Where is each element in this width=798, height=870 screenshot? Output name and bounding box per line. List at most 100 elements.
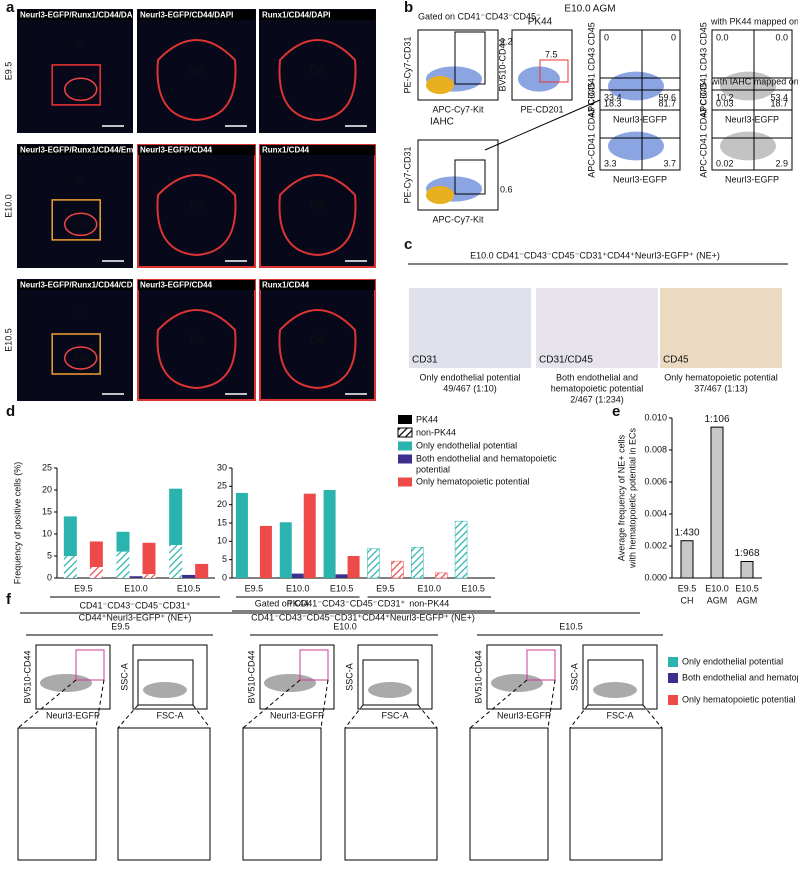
quadrant-value: 18.3 <box>604 98 622 108</box>
x-axis-label: FSC-A <box>382 710 409 720</box>
micrograph <box>17 279 133 401</box>
bar <box>291 573 304 578</box>
quadrant-value: 10.2 <box>716 92 734 102</box>
image-header: Neurl3-EGFP/CD44 <box>140 146 213 155</box>
gate-label: Gated on CD41⁻CD43⁻CD45⁻ <box>418 11 541 21</box>
group-label: CD41⁻CD43⁻CD45⁻CD31⁺CD44⁺Neurl3-EGFP⁺ (N… <box>251 612 475 622</box>
caption: Only hematopoietic potential <box>664 372 778 382</box>
caption: hematopoietic potential <box>551 383 644 393</box>
header-bar <box>138 280 255 290</box>
bar <box>411 546 424 579</box>
x-tick-label: E10.0 <box>124 583 148 593</box>
region-label: DA <box>311 335 325 346</box>
zoom-frame <box>17 727 97 861</box>
y-tick-label: 5 <box>222 554 227 564</box>
quadrant-value: 3.7 <box>663 158 676 168</box>
plot-frame <box>35 644 111 710</box>
stage-label: E9.5 <box>111 621 130 631</box>
y-tick-label: 10 <box>217 536 227 546</box>
bar-pk44 <box>116 531 130 552</box>
zoom-lines <box>469 679 663 729</box>
plot-frame <box>711 89 793 171</box>
region-label: DA <box>75 219 89 230</box>
plot-title: PK44 <box>528 17 553 28</box>
zoom-lines <box>17 679 211 729</box>
x-tick-label: E10.0 <box>705 583 729 593</box>
region-label: DA <box>75 84 89 95</box>
x-tick-label: E10.5 <box>735 583 759 593</box>
bar-non-pk44 <box>142 574 156 578</box>
y-tick-label: 5 <box>47 550 52 560</box>
aorta-outline <box>63 212 98 237</box>
gate <box>362 659 419 706</box>
x-axis-label: Neurl3-EGFP <box>46 710 100 720</box>
y-axis-label: BV510-CD44 <box>246 650 256 703</box>
quadrant-value: 0.0 <box>716 32 729 42</box>
region-label: nt <box>75 39 84 50</box>
cell-cloud <box>608 71 664 101</box>
legend-swatch <box>398 477 412 487</box>
aorta-outline <box>278 174 357 257</box>
quadrant-value: 0.03 <box>716 98 734 108</box>
zoom-box <box>51 199 101 241</box>
legend-label: non-PK44 <box>416 427 456 437</box>
header-bar <box>18 10 132 20</box>
group-label: CD41⁻CD43⁻CD45⁻CD31⁺ <box>79 600 190 610</box>
connector <box>484 99 601 151</box>
group-label: CD44⁺Neurl3-EGFP⁺ (NE+) <box>79 612 192 622</box>
y-tick-label: 20 <box>217 499 227 509</box>
cell-cloud <box>518 66 560 92</box>
cell-cloud <box>264 674 316 692</box>
zoom-frame <box>469 727 549 861</box>
y-axis-label: Frequency of positive cells (%) <box>12 462 22 585</box>
y-axis-label: SSC-A <box>344 663 354 691</box>
panel-label: d <box>6 403 15 420</box>
y-tick-label: 15 <box>42 506 52 516</box>
y-axis-label: PE-Cy7-CD31 <box>402 146 412 203</box>
bar <box>323 490 336 578</box>
cell-cloud <box>491 674 543 692</box>
legend-label: Only hematopoietic potential <box>682 694 796 704</box>
header-bar <box>138 145 255 155</box>
y-axis-label: APC-CD41 CD43 CD45 <box>698 22 708 118</box>
gate-value: 2.2 <box>500 36 513 46</box>
image-header: Neurl3-EGFP/CD44 <box>140 281 213 290</box>
bar-pk44 <box>142 542 156 575</box>
image-header: Neurl3-EGFP/Runx1/CD44/CD31 <box>20 281 142 290</box>
gate <box>454 31 486 85</box>
bar-non-pk44 <box>116 551 130 578</box>
region-label: nt <box>75 174 84 185</box>
header-bar <box>18 280 132 290</box>
legend-swatch <box>398 454 412 464</box>
plot-frame <box>511 29 573 101</box>
cell-core <box>426 76 454 94</box>
bar-non-pk44 <box>89 567 103 578</box>
header-bar <box>260 10 375 20</box>
region-label: DA <box>75 353 89 364</box>
panel-label: c <box>404 236 412 253</box>
y-tick-label: 25 <box>42 462 52 472</box>
plot-frame <box>357 644 433 710</box>
bar-pk44 <box>169 488 183 545</box>
y-axis-label: BV510-CD44 <box>22 650 32 703</box>
quadrant-value: 0.02 <box>716 158 734 168</box>
aorta-outline <box>156 309 237 390</box>
panel-label: f <box>6 591 12 608</box>
y-tick-label: 30 <box>217 462 227 472</box>
gate <box>137 659 194 706</box>
caption: 37/467 (1:13) <box>694 383 748 393</box>
value-label: 1:968 <box>734 548 759 559</box>
bar <box>367 548 380 579</box>
header-bar <box>18 145 132 155</box>
legend-label: PK44 <box>416 414 438 424</box>
colony-image <box>409 288 531 368</box>
y-axis-label: Average frequency of NE+ cells <box>616 434 626 561</box>
bar-pk44 <box>182 574 196 578</box>
bar <box>279 522 292 578</box>
gate <box>299 649 329 681</box>
plot-frame <box>417 139 499 211</box>
bar <box>347 556 360 578</box>
aorta-outline <box>156 39 237 122</box>
legend-swatch <box>668 673 678 683</box>
gate <box>526 649 556 681</box>
